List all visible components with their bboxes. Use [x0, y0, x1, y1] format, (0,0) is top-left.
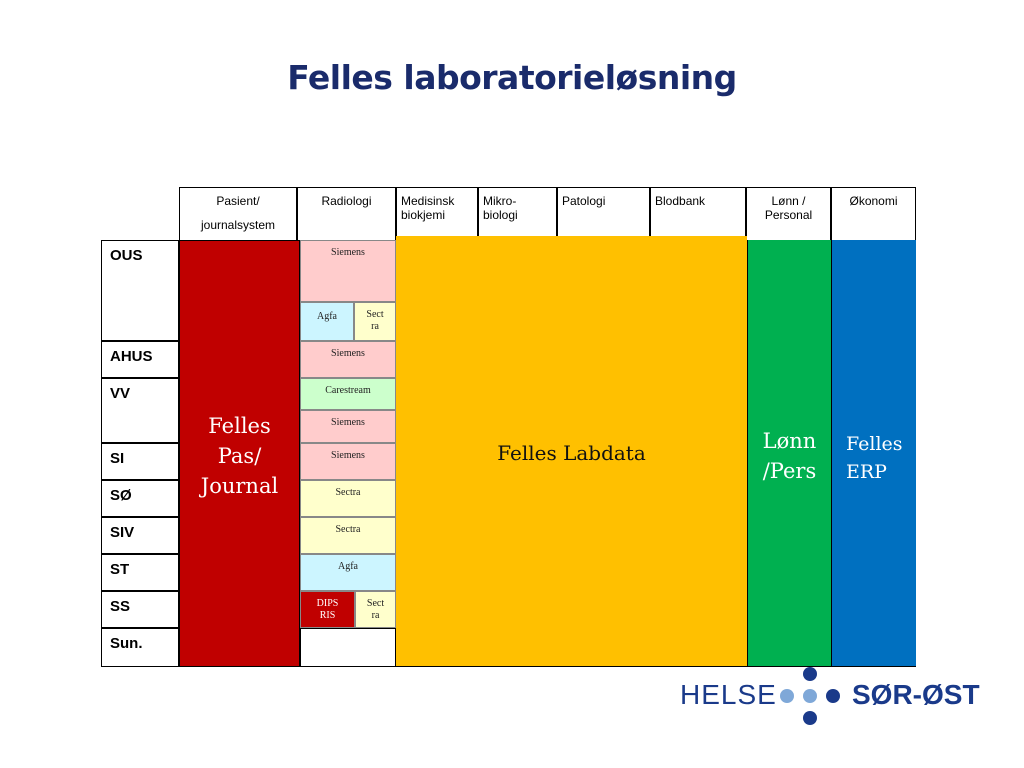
radiology-ss-sectra: Sect ra: [355, 591, 396, 628]
row-label-ous: OUS: [101, 240, 179, 341]
col-header-lonn-line1: Lønn /: [771, 194, 806, 208]
row-label-ahus: AHUS: [101, 341, 179, 378]
block-lonn-pers: Lønn /Pers: [747, 240, 831, 667]
col-header-patologi: Patologi: [557, 187, 650, 241]
block-felles-labdata: Felles Labdata: [396, 236, 747, 667]
col-header-lonn-line2: Personal: [764, 208, 813, 222]
logo-dot-left1: [780, 689, 794, 703]
block-felles-pas-journal: Felles Pas/ Journal: [179, 240, 300, 667]
pas-journal-line3: Journal: [200, 474, 279, 498]
col-header-radiologi: Radiologi: [297, 187, 396, 241]
radiology-ss-dips-line1: DIPS: [316, 598, 339, 609]
row-label-si: SI: [101, 443, 179, 480]
col-header-medisinsk: Medisinsk biokjemi: [396, 187, 478, 241]
col-header-mikro: Mikro- biologi: [478, 187, 557, 241]
radiology-ahus-siemens: Siemens: [300, 341, 396, 378]
row-label-ss: SS: [101, 591, 179, 628]
lonn-line1: Lønn: [762, 429, 817, 453]
radiology-ss-dips-ris: DIPS RIS: [300, 591, 355, 628]
col-header-okonomi-label: Økonomi: [849, 194, 898, 208]
erp-line2: ERP: [846, 461, 887, 483]
radiology-so-sectra: Sectra: [300, 480, 396, 517]
col-header-blodbank-label: Blodbank: [655, 194, 706, 208]
radiology-ous-sectra: Sect ra: [354, 302, 396, 341]
radiology-vv-siemens: Siemens: [300, 410, 396, 443]
logo-text-helse: HELSE: [680, 679, 777, 710]
logo-dot-bottom: [803, 711, 817, 725]
row-label-sun: Sun.: [101, 628, 179, 667]
col-header-radiologi-label: Radiologi: [321, 194, 372, 208]
col-header-lonn: Lønn / Personal: [746, 187, 831, 241]
col-header-mikro-line2: biologi: [483, 208, 518, 222]
row-label-st: ST: [101, 554, 179, 591]
radiology-ss-dips-line2: RIS: [319, 610, 336, 621]
col-header-blodbank: Blodbank: [650, 187, 746, 241]
radiology-siv-sectra: Sectra: [300, 517, 396, 554]
radiology-sun-empty: [300, 628, 396, 667]
col-header-pasient: Pasient/ journalsystem: [179, 187, 297, 241]
page-title: Felles laboratorieløsning: [287, 58, 737, 97]
radiology-ss-sectra-line2: ra: [371, 610, 380, 621]
radiology-vv-carestream: Carestream: [300, 378, 396, 410]
labdata-label: Felles Labdata: [497, 441, 646, 465]
col-header-medisinsk-line2: biokjemi: [401, 208, 446, 222]
radiology-st-agfa: Agfa: [300, 554, 396, 591]
col-header-patologi-label: Patologi: [562, 194, 606, 208]
logo-text-sor-ost: SØR-ØST: [852, 679, 980, 710]
lonn-line2: /Pers: [762, 459, 817, 483]
radiology-ous-agfa: Agfa: [300, 302, 354, 341]
radiology-ous-sectra-line2: ra: [371, 321, 379, 332]
radiology-ous-siemens: Siemens: [300, 240, 396, 302]
row-label-siv: SIV: [101, 517, 179, 554]
block-felles-erp: Felles ERP: [831, 240, 916, 667]
col-header-pasient-line1: Pasient/: [216, 194, 260, 208]
row-label-so: SØ: [101, 480, 179, 517]
radiology-ous-sectra-line1: Sect: [366, 309, 384, 320]
logo-dot-top: [803, 667, 817, 681]
erp-line1: Felles: [846, 433, 903, 455]
radiology-si-siemens: Siemens: [300, 443, 396, 480]
pas-journal-line1: Felles: [208, 414, 271, 438]
col-header-okonomi: Økonomi: [831, 187, 916, 241]
col-header-mikro-line1: Mikro-: [483, 194, 517, 208]
pas-journal-line2: Pas/: [217, 444, 262, 468]
col-header-medisinsk-line1: Medisinsk: [401, 194, 455, 208]
table-bottom-border: [101, 666, 916, 667]
col-header-pasient-line2: journalsystem: [200, 218, 276, 232]
row-label-vv: VV: [101, 378, 179, 443]
logo-dot-left2: [803, 689, 817, 703]
radiology-ss-sectra-line1: Sect: [366, 598, 385, 609]
logo-dot-right: [826, 689, 840, 703]
